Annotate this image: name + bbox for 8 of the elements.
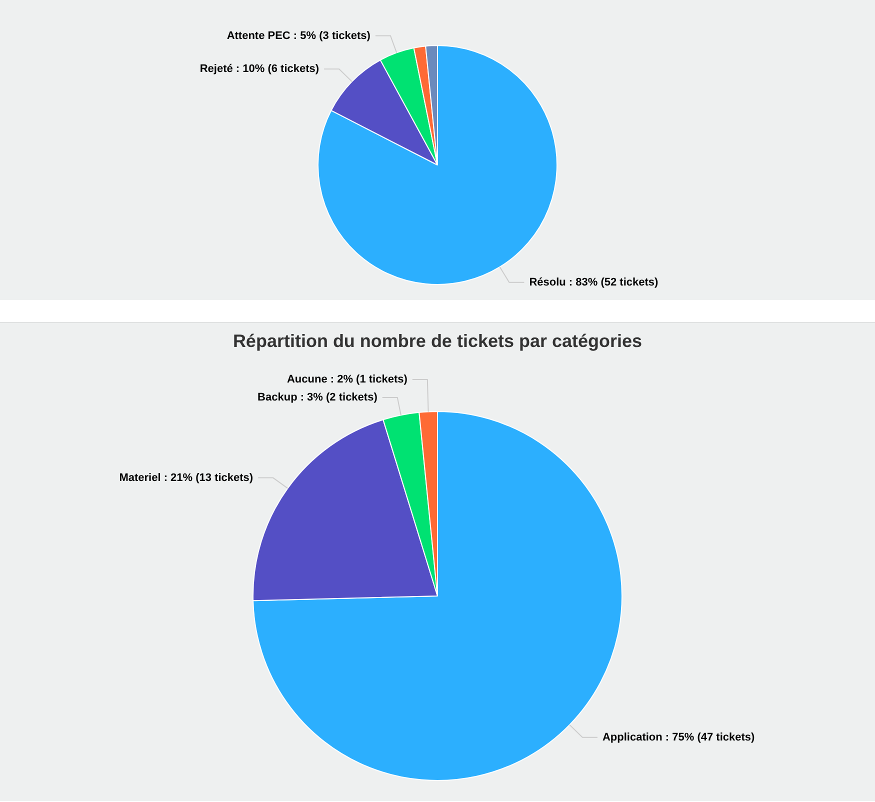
slice-label: Materiel : 21% (13 tickets) <box>119 472 254 484</box>
slice-label: Rejeté : 10% (6 tickets) <box>200 63 320 76</box>
slice-label: Application : 75% (47 tickets) <box>602 731 756 744</box>
slice-label: Backup : 3% (2 tickets) <box>258 392 378 404</box>
slice-label: Résolu : 83% (52 tickets) <box>529 276 659 288</box>
chart-title: Répartition du nombre de tickets par catégories <box>232 330 644 353</box>
slice-label: Attente PEC : 5% (3 tickets) <box>226 30 371 42</box>
slice-label: Aucune : 2% (1 tickets) <box>286 374 408 386</box>
